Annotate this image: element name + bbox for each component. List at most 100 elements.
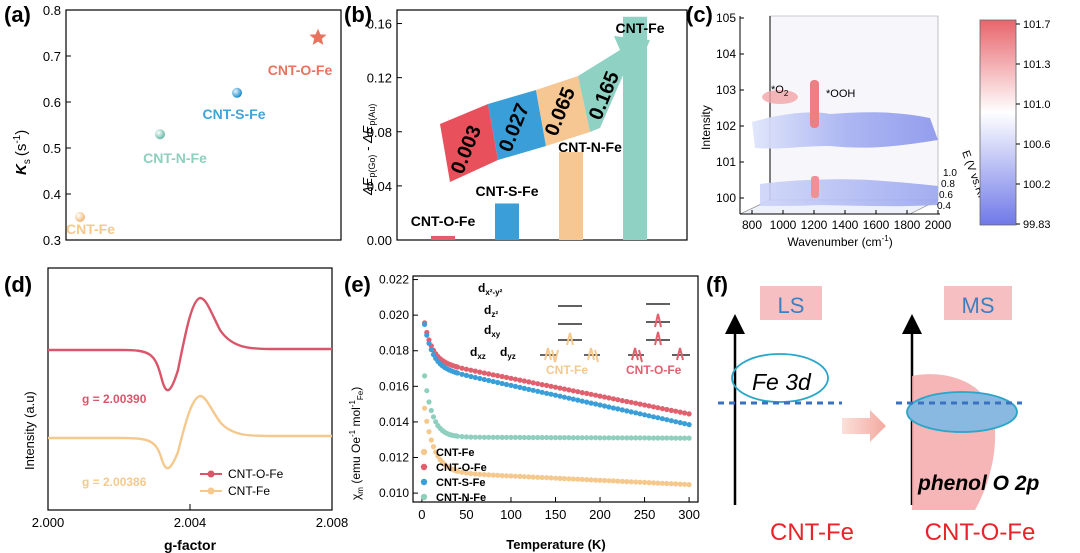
inset-label-cnt-fe: CNT-Fe	[546, 363, 588, 377]
e-point-cnt-o-fe	[517, 377, 523, 383]
b-bar-cnt-fe	[623, 16, 647, 240]
e-point-cnt-fe	[570, 476, 576, 482]
e-point-cnt-n-fe	[472, 434, 478, 440]
e-point-cnt-o-fe	[499, 373, 505, 380]
e-point-cnt-fe	[650, 480, 657, 486]
a-point-cnt-o-fe	[309, 28, 327, 45]
e-point-cnt-n-fe	[422, 373, 428, 379]
e-point-cnt-o-fe	[610, 396, 617, 402]
e-point-cnt-o-fe	[655, 405, 661, 411]
e-point-cnt-fe	[673, 481, 679, 487]
c-ytick-label: 100	[716, 191, 736, 205]
b-bar-cnt-s-fe	[495, 203, 519, 240]
e-point-cnt-o-fe	[472, 368, 478, 374]
panel-f-label: (f)	[706, 272, 728, 297]
legend-text-cnt-o-fe: CNT-O-Fe	[228, 467, 284, 481]
e-point-cnt-n-fe	[508, 434, 514, 440]
c-xtick-label: 2000	[925, 218, 952, 232]
e-point-cnt-s-fe	[655, 415, 661, 421]
panel-b-ylabel-sub1: p(Go)	[367, 155, 377, 178]
a-ytick-label: 0.8	[43, 3, 61, 18]
e-xtick-label: 100	[500, 507, 522, 522]
e-point-cnt-n-fe	[659, 435, 666, 441]
e-point-cnt-o-fe	[544, 382, 550, 388]
c-ytick-label: 103	[716, 83, 736, 97]
panel-a: (a) 0.3 0.4 0.5 0.6 0.7 0.8 Ks (s-1) CNT-Fe CNT…	[4, 2, 342, 248]
e-point-cnt-fe	[468, 470, 474, 477]
e-point-cnt-n-fe	[575, 435, 581, 441]
orbital-dyz: dyz	[500, 345, 516, 361]
e-point-cnt-n-fe	[597, 435, 603, 441]
e-point-cnt-s-fe	[664, 417, 670, 423]
c-cbar-label: 101.3	[1023, 59, 1051, 71]
d-xtick-label: 2.008	[316, 515, 349, 530]
e-point-cnt-s-fe	[495, 379, 501, 386]
e-point-cnt-n-fe	[628, 435, 634, 441]
e-point-cnt-n-fe	[424, 388, 430, 394]
e-point-cnt-n-fe	[668, 435, 674, 441]
c-ytick-label: 102	[716, 119, 736, 133]
e-point-cnt-fe	[606, 478, 612, 484]
e-point-cnt-o-fe	[579, 390, 585, 396]
e-point-cnt-fe	[659, 480, 666, 486]
e-legend-label: CNT-O-Fe	[436, 462, 487, 474]
e-point-cnt-s-fe	[677, 420, 683, 426]
e-point-cnt-n-fe	[682, 435, 688, 441]
e-point-cnt-fe	[544, 475, 550, 481]
e-point-cnt-s-fe	[428, 347, 434, 353]
e-point-cnt-s-fe	[535, 388, 541, 394]
e-point-cnt-n-fe	[633, 435, 639, 441]
e-ytick-label: 0.016	[379, 379, 409, 393]
panel-c-label: (c)	[686, 2, 713, 27]
panel-f: (f) LS MS Fe 3d phenol O 2p CNT-Fe CNT-O…	[706, 272, 1040, 546]
e-point-cnt-n-fe	[477, 434, 483, 440]
panel-a-ylabel-sub: s	[22, 159, 33, 164]
e-point-cnt-n-fe	[521, 434, 527, 441]
legend-text-cnt-fe: CNT-Fe	[228, 484, 270, 498]
e-point-cnt-s-fe	[481, 376, 487, 383]
e-legend-marker	[420, 463, 428, 471]
e-point-cnt-s-fe	[557, 393, 563, 399]
panel-a-ylabel-close: )	[13, 130, 30, 135]
e-point-cnt-n-fe	[650, 435, 657, 441]
e-point-cnt-o-fe	[601, 394, 608, 400]
e-point-cnt-n-fe	[570, 435, 576, 441]
e-point-cnt-o-fe	[588, 391, 594, 397]
e-point-cnt-o-fe	[481, 370, 487, 376]
c-ztick-label: 0.8	[941, 179, 955, 190]
e-point-cnt-o-fe	[454, 364, 461, 370]
e-xtick-label: 50	[459, 507, 473, 522]
e-point-cnt-s-fe	[673, 419, 679, 425]
e-point-cnt-o-fe	[597, 393, 603, 399]
e-point-cnt-fe	[428, 437, 434, 443]
panel-b-ylabel-sub2: p(Au)	[367, 104, 377, 126]
e-point-cnt-s-fe	[610, 405, 617, 411]
e-point-cnt-s-fe	[624, 408, 630, 414]
arrow-segment-1	[440, 104, 498, 182]
e-point-cnt-s-fe	[628, 409, 634, 415]
e-legend-marker	[420, 478, 428, 486]
e-point-cnt-fe	[566, 476, 572, 482]
e-ytick-label: 0.022	[379, 273, 409, 287]
e-point-cnt-o-fe	[552, 384, 559, 390]
panel-a-ylabel-unit: (s	[13, 144, 30, 157]
e-point-cnt-o-fe	[619, 398, 625, 404]
spin-ofe-3	[631, 347, 643, 363]
e-point-cnt-o-fe	[633, 400, 639, 406]
e-point-cnt-o-fe	[650, 404, 657, 410]
panel-f-fe3d-text: Fe 3d	[752, 369, 812, 395]
panel-d-g-label-1: g = 2.00390	[82, 392, 147, 406]
e-point-cnt-fe	[535, 474, 541, 480]
e-point-cnt-n-fe	[637, 435, 643, 441]
e-point-cnt-s-fe	[682, 421, 688, 427]
e-point-cnt-o-fe	[557, 385, 563, 391]
panel-c: (c) *O2 *OOH 800 1000 1200 1400 1600 1800 2000…	[686, 2, 1051, 249]
e-point-cnt-n-fe	[655, 435, 661, 441]
e-ytick-label: 0.020	[379, 308, 409, 322]
panel-c-o2-peak	[762, 90, 798, 104]
panel-c-annot-o2: *O2	[771, 84, 789, 98]
e-point-cnt-s-fe	[597, 402, 603, 408]
e-point-cnt-o-fe	[686, 411, 692, 417]
e-point-cnt-o-fe	[477, 369, 483, 375]
e-point-cnt-s-fe	[477, 375, 483, 382]
